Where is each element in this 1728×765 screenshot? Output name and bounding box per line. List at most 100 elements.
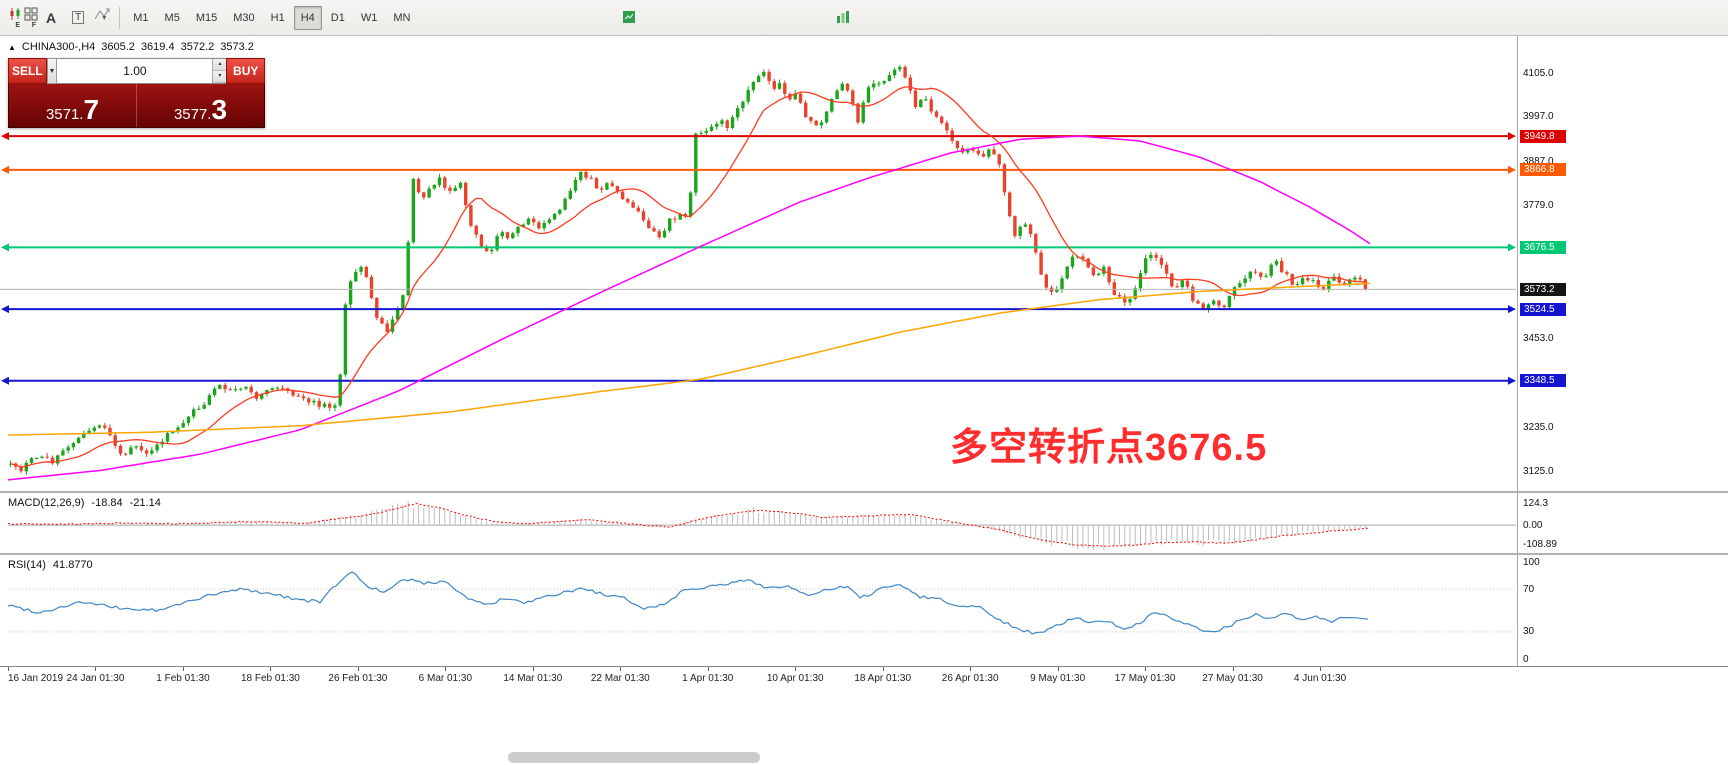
timeframe-button-h4[interactable]: H4 (293, 5, 322, 30)
rsi-panel[interactable]: RSI(14) 41.8770 100 70 30 0 (0, 555, 1728, 666)
cycle-lines-icon[interactable]: ▾ (93, 6, 113, 30)
price-level-badge: 3676.5 (1520, 240, 1566, 254)
time-tick (707, 667, 709, 671)
label-tool-icon[interactable]: T (65, 6, 91, 30)
rsi-tick-label: 0 (1523, 653, 1529, 665)
buy-button[interactable]: BUY (226, 58, 265, 84)
rsi-tick-label: 70 (1523, 583, 1535, 595)
ma-mid-line (7, 135, 1371, 481)
macd-signal-line (7, 502, 1369, 547)
time-tick (182, 667, 184, 671)
level-right-arrow-icon (1508, 165, 1516, 174)
timeframe-button-d1[interactable]: D1 (324, 6, 352, 30)
indicator-list-icon[interactable]: E (7, 6, 21, 30)
level-left-arrow-icon (1, 376, 9, 385)
time-tick (620, 667, 622, 671)
symbol-name: CHINA300-,H4 (21, 41, 96, 53)
timeframe-button-m30[interactable]: M30 (226, 6, 261, 30)
rsi-value: 41.8770 (52, 559, 93, 571)
letter-t-glyph: T (72, 11, 85, 24)
rsi-tick-label: 30 (1523, 626, 1535, 638)
time-tick (445, 667, 447, 671)
time-label: 9 May 01:30 (1030, 673, 1086, 684)
time-label: 4 Jun 01:30 (1293, 673, 1347, 684)
green-line-chart-glyph (623, 11, 635, 23)
rsi-line (7, 571, 1369, 635)
ma-fast-line (10, 86, 1366, 468)
timeframe-button-h1[interactable]: H1 (264, 6, 292, 30)
rsi-label: RSI(14) 41.8770 (8, 559, 93, 571)
trade-dropdown-button[interactable]: ▼ (46, 58, 58, 84)
sell-price[interactable]: 3571. 7 (9, 84, 136, 127)
time-tick (95, 667, 97, 671)
macd-name: MACD(12,26,9) (8, 497, 85, 509)
text-tool-icon[interactable]: A (39, 6, 63, 30)
price-axis[interactable]: 4105.0 3997.0 3887.0 3779.0 3453.0 3235.0 3125… (1519, 36, 1583, 491)
dropdown-caret-icon: ▾ (102, 13, 107, 22)
object-tools-group: E F A T ▾ (6, 6, 114, 30)
volume-up-icon[interactable]: ▴ (213, 59, 227, 71)
price-tick-label: 3887.0 (1523, 156, 1554, 168)
timeframe-button-m5[interactable]: M5 (158, 6, 187, 30)
collapse-ohlc-icon[interactable]: ▲ (8, 42, 16, 52)
volume-down-icon[interactable]: ▾ (213, 71, 227, 83)
macd-tick-label: 0.00 (1523, 519, 1543, 531)
buy-price[interactable]: 3577. 3 (137, 84, 264, 127)
macd-panel[interactable]: MACD(12,26,9) -18.84 -21.14 124.3 0.00 -10… (0, 493, 1728, 553)
time-label: 27 May 01:30 (1202, 673, 1263, 684)
rsi-name: RSI(14) (8, 559, 46, 571)
price-tick-label: 4105.0 (1523, 67, 1554, 79)
buy-price-pip: 3 (211, 94, 228, 125)
time-label: 18 Apr 01:30 (854, 673, 912, 684)
symbol-info: ▲ CHINA300-,H4 3605.2 3619.4 3572.2 3573… (8, 41, 254, 53)
ohlc-high: 3619.4 (140, 41, 175, 53)
volume-input[interactable] (57, 59, 213, 83)
green-chart-icon-2[interactable] (836, 10, 852, 26)
timeframe-button-mn[interactable]: MN (386, 6, 417, 30)
icon-subscript: F (31, 21, 36, 29)
ohlc-low: 3572.2 (180, 41, 215, 53)
macd-chart (7, 501, 1516, 551)
macd-value-main: -18.84 (91, 497, 123, 509)
buy-price-main: 3577. (173, 106, 212, 123)
rsi-tick-label: 100 (1523, 556, 1540, 568)
time-tick (795, 667, 797, 671)
panel-divider[interactable] (0, 553, 1728, 555)
chart-grid-icon[interactable]: F (23, 6, 38, 30)
time-label: 14 Mar 01:30 (503, 673, 563, 684)
green-chart-icon-1[interactable] (622, 10, 638, 26)
level-left-arrow-icon (1, 132, 9, 141)
time-label: 1 Apr 01:30 (682, 673, 734, 684)
panel-divider[interactable] (0, 491, 1728, 493)
level-right-arrow-icon (1508, 305, 1516, 314)
rsi-axis[interactable]: 100 70 30 0 (1519, 555, 1583, 666)
main-chart-panel[interactable]: ▲ CHINA300-,H4 3605.2 3619.4 3572.2 3573… (0, 36, 1728, 491)
time-label: 22 Mar 01:30 (590, 673, 650, 684)
price-level-badge: 3348.5 (1520, 374, 1566, 388)
timeframe-button-m15[interactable]: M15 (189, 6, 224, 30)
time-tick (532, 667, 534, 671)
time-tick (270, 667, 272, 671)
toolbar-separator (119, 6, 121, 29)
macd-axis[interactable]: 124.3 0.00 -108.89 (1519, 493, 1583, 553)
price-divider (136, 84, 137, 127)
time-label: 17 May 01:30 (1114, 673, 1176, 684)
level-left-arrow-icon (1, 243, 9, 252)
time-label: 26 Feb 01:30 (328, 673, 388, 684)
time-tick (1232, 667, 1234, 671)
time-axis[interactable]: 16 Jan 2019 24 Jan 01:30 1 Feb 01:30 18 Feb… (0, 666, 1728, 690)
level-right-arrow-icon (1508, 132, 1516, 141)
bottom-scrollbar[interactable] (508, 752, 760, 763)
time-label: 1 Feb 01:30 (156, 673, 210, 684)
time-label: 24 Jan 01:30 (66, 673, 125, 684)
level-right-arrow-icon (1508, 376, 1516, 385)
timeframe-button-w1[interactable]: W1 (354, 6, 385, 30)
price-level-badge: 3949.8 (1520, 129, 1566, 143)
price-level-badge: 3524.5 (1520, 302, 1566, 316)
macd-tick-label: -108.89 (1523, 538, 1557, 550)
timeframe-button-m1[interactable]: M1 (126, 6, 155, 30)
sell-button[interactable]: SELL (8, 58, 47, 84)
one-click-trading-panel: SELL ▼ ▴ ▾ BUY 3571.7 3577.3 (8, 58, 265, 128)
time-tick (1320, 667, 1322, 671)
time-label: 10 Apr 01:30 (766, 673, 824, 684)
